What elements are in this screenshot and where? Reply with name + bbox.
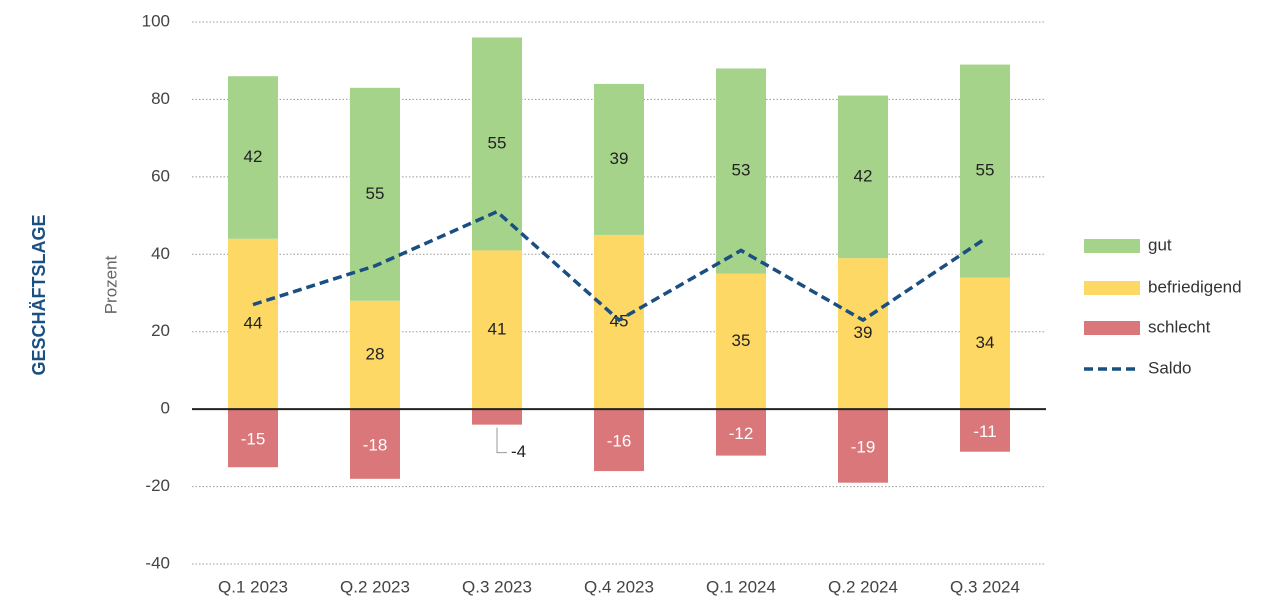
data-label: 55 [976,161,995,180]
bar-segment [716,68,766,274]
x-tick-label: Q.2 2023 [340,577,410,596]
data-label: 42 [244,147,263,166]
x-tick-label: Q.4 2023 [584,577,654,596]
data-label: -12 [729,424,754,443]
bar-segment [716,409,766,456]
bar-segment [594,409,644,472]
y-tick-label: 100 [142,11,170,30]
bar-segment [960,277,1010,410]
bar-segment [838,409,888,483]
legend-label: befriedigend [1148,277,1242,296]
data-label: -15 [241,430,266,449]
data-label: 35 [732,331,751,350]
x-tick-label: Q.1 2023 [218,577,288,596]
bar-segment [228,76,278,239]
data-label: 39 [854,323,873,342]
data-label: -18 [363,435,388,454]
data-label: 28 [366,344,385,363]
legend-label: schlecht [1148,317,1211,336]
y-tick-label: 40 [151,244,170,263]
bar-segment [838,95,888,259]
data-label: 44 [244,313,263,332]
data-label: 34 [976,333,995,352]
data-label: 41 [488,319,507,338]
bar-segment [228,409,278,468]
y-axis-label: Prozent [101,255,120,314]
data-label: -11 [973,422,996,441]
data-label: 39 [610,149,629,168]
bar-segment [716,273,766,410]
bar-segment [960,409,1010,452]
saldo-line [252,209,986,323]
y-tick-label: -20 [145,476,170,495]
legend-swatch [1084,239,1140,253]
data-label: 53 [732,161,751,180]
legend-swatch [1084,281,1140,295]
bar-segment [838,258,888,410]
data-label: -4 [511,442,526,461]
legend-label: Saldo [1148,358,1191,377]
y-tick-label: 60 [151,166,170,185]
bar-segment [472,250,522,410]
bar-segment [594,83,644,235]
data-label: 55 [366,184,385,203]
side-label: GESCHÄFTSLAGE [29,214,49,375]
data-label: 55 [488,133,507,152]
legend-label: gut [1148,235,1172,254]
x-tick-label: Q.1 2024 [706,577,776,596]
x-tick-label: Q.3 2024 [950,577,1020,596]
legend-swatch [1084,321,1140,335]
x-tick-label: Q.2 2024 [828,577,898,596]
y-tick-label: 80 [151,89,170,108]
bar-segment [350,409,400,479]
y-tick-label: -40 [145,553,170,572]
bar-segment [472,409,522,425]
y-tick-label: 0 [161,399,170,418]
y-tick-label: 20 [151,321,170,340]
bar-segment [472,37,522,251]
x-tick-label: Q.3 2023 [462,577,532,596]
data-label: -19 [851,437,876,456]
bar-segment [228,238,278,410]
bar-segment [350,300,400,410]
bar-segment [960,64,1010,278]
data-label: 42 [854,166,873,185]
leader-line [496,427,507,454]
data-label: -16 [607,432,632,451]
